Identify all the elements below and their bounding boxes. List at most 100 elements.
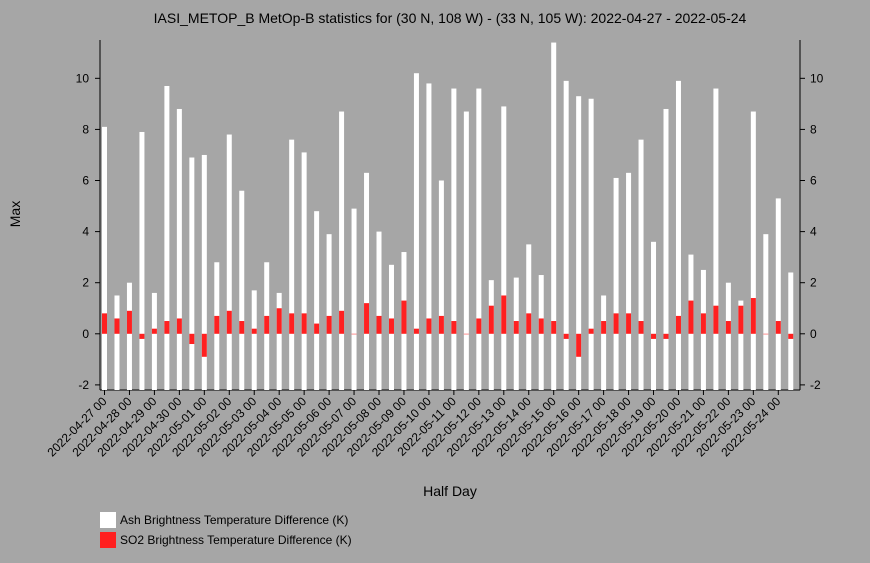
bar-so2 xyxy=(388,318,394,334)
legend-item-so2: SO2 Brightness Temperature Difference (K… xyxy=(100,532,352,548)
bar-so2 xyxy=(351,333,357,335)
bar-so2 xyxy=(775,321,781,334)
bar-so2 xyxy=(401,300,407,334)
bar-so2 xyxy=(750,298,756,334)
bar-so2 xyxy=(276,308,282,334)
y-tick-label-right: 10 xyxy=(810,71,824,85)
bar-ash xyxy=(775,198,781,390)
bar-so2 xyxy=(139,333,145,339)
bar-so2 xyxy=(513,321,519,334)
bar-so2 xyxy=(426,318,432,334)
bar-ash xyxy=(563,80,569,390)
bar-ash xyxy=(413,73,419,391)
y-tick-label-left: -2 xyxy=(78,378,89,392)
bar-so2 xyxy=(239,321,245,334)
bar-ash xyxy=(102,126,107,390)
bar-so2 xyxy=(189,333,195,345)
bar-ash xyxy=(276,292,282,390)
bar-so2 xyxy=(738,305,744,334)
bar-so2 xyxy=(713,305,719,334)
bar-so2 xyxy=(576,333,582,357)
legend-label-so2: SO2 Brightness Temperature Difference (K… xyxy=(120,533,352,547)
y-tick-label-right: 0 xyxy=(810,327,817,341)
legend-swatch-ash xyxy=(100,512,116,528)
bar-so2 xyxy=(126,310,132,334)
bar-so2 xyxy=(638,321,644,334)
bar-ash xyxy=(426,83,432,390)
y-tick-label-left: 0 xyxy=(82,327,89,341)
y-tick-label-left: 8 xyxy=(82,122,89,136)
bar-ash xyxy=(788,272,794,390)
bar-ash xyxy=(451,88,457,390)
bar-so2 xyxy=(376,315,382,334)
bar-ash xyxy=(126,282,132,390)
bar-ash xyxy=(713,88,719,390)
bar-so2 xyxy=(663,333,669,339)
bar-so2 xyxy=(364,303,370,334)
bar-ash xyxy=(601,295,607,390)
y-tick-label-right: 6 xyxy=(810,174,817,188)
bar-ash xyxy=(463,111,469,391)
bar-ash xyxy=(725,282,731,390)
bar-so2 xyxy=(675,315,681,334)
bar-so2 xyxy=(339,310,345,334)
bar-ash xyxy=(675,80,681,390)
legend-swatch-so2 xyxy=(100,532,116,548)
bar-so2 xyxy=(688,300,694,334)
bar-ash xyxy=(651,241,657,390)
bar-ash xyxy=(339,111,345,391)
bar-so2 xyxy=(114,318,120,334)
bar-so2 xyxy=(102,313,107,334)
bar-ash xyxy=(626,172,632,390)
bar-so2 xyxy=(289,313,295,334)
bar-ash xyxy=(176,108,182,391)
bar-ash xyxy=(551,42,557,390)
bar-so2 xyxy=(700,313,706,334)
bar-so2 xyxy=(176,318,182,334)
y-tick-label-left: 10 xyxy=(76,71,90,85)
bar-ash xyxy=(351,208,357,390)
y-tick-label-left: 6 xyxy=(82,174,89,188)
bar-ash xyxy=(189,157,195,390)
bar-ash xyxy=(576,96,582,390)
bar-so2 xyxy=(626,313,632,334)
bar-ash xyxy=(638,139,644,390)
y-tick-label-right: -2 xyxy=(810,378,821,392)
bar-so2 xyxy=(563,333,569,339)
bar-so2 xyxy=(438,315,444,334)
bar-so2 xyxy=(613,313,619,334)
y-tick-label-left: 4 xyxy=(82,225,89,239)
bar-so2 xyxy=(251,328,257,334)
bar-so2 xyxy=(538,318,544,334)
y-tick-label-right: 4 xyxy=(810,225,817,239)
bar-ash xyxy=(201,154,207,390)
bar-ash xyxy=(301,152,307,390)
bar-ash xyxy=(226,134,232,390)
x-axis-label: Half Day xyxy=(423,483,477,499)
bar-ash xyxy=(376,231,382,390)
bar-so2 xyxy=(264,315,270,334)
bar-ash xyxy=(151,292,157,390)
bar-ash xyxy=(114,295,120,390)
bar-ash xyxy=(438,180,444,390)
bar-ash xyxy=(613,177,619,390)
bar-ash xyxy=(164,85,170,390)
bar-ash xyxy=(738,300,744,390)
bar-so2 xyxy=(201,333,207,357)
bar-so2 xyxy=(651,333,657,339)
bar-so2 xyxy=(501,295,507,334)
bar-so2 xyxy=(151,328,157,334)
bar-so2 xyxy=(226,310,232,334)
bar-so2 xyxy=(588,328,594,334)
bar-ash xyxy=(289,139,295,390)
bar-ash xyxy=(239,190,245,390)
bar-ash xyxy=(251,290,257,390)
y-axis-label: Max xyxy=(7,201,23,227)
bar-ash xyxy=(763,234,769,390)
bar-so2 xyxy=(314,323,320,334)
y-tick-label-right: 2 xyxy=(810,276,817,290)
bar-ash xyxy=(139,131,145,390)
bar-ash xyxy=(364,172,370,390)
bar-ash xyxy=(476,88,482,390)
